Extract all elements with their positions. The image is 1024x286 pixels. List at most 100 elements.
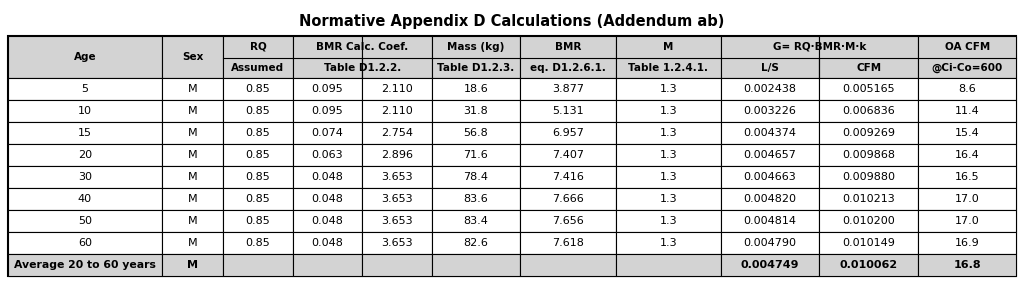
Bar <box>819 232 919 254</box>
Bar <box>432 36 520 78</box>
Bar <box>721 210 819 232</box>
Text: Table D1.2.2.: Table D1.2.2. <box>324 63 400 73</box>
Text: Average 20 to 60 years: Average 20 to 60 years <box>14 260 156 270</box>
Text: 0.010062: 0.010062 <box>840 260 898 270</box>
Text: 0.074: 0.074 <box>311 128 343 138</box>
Bar <box>919 36 1016 78</box>
Text: 0.004749: 0.004749 <box>740 260 800 270</box>
Text: 0.009880: 0.009880 <box>843 172 895 182</box>
Text: 7.618: 7.618 <box>552 238 584 248</box>
Text: RQ: RQ <box>250 42 266 52</box>
Bar <box>223 166 293 188</box>
Text: 1.3: 1.3 <box>659 84 677 94</box>
Text: Table 1.2.4.1.: Table 1.2.4.1. <box>629 63 709 73</box>
Bar <box>162 210 223 232</box>
Bar <box>520 100 616 122</box>
Bar <box>293 188 362 210</box>
Text: L/S: L/S <box>761 63 779 73</box>
Text: M: M <box>187 150 198 160</box>
Bar <box>432 100 520 122</box>
Text: M: M <box>664 42 674 52</box>
Text: 0.048: 0.048 <box>311 172 343 182</box>
Text: 0.85: 0.85 <box>246 172 270 182</box>
Bar <box>520 122 616 144</box>
Text: BMR Calc. Coef.: BMR Calc. Coef. <box>316 42 409 52</box>
Bar <box>8 188 162 210</box>
Bar <box>919 188 1016 210</box>
Text: Mass (kg): Mass (kg) <box>447 42 505 52</box>
Text: 30: 30 <box>78 172 92 182</box>
Text: 0.048: 0.048 <box>311 216 343 226</box>
Bar <box>520 210 616 232</box>
Bar <box>520 188 616 210</box>
Bar <box>616 100 721 122</box>
Text: 5: 5 <box>81 84 88 94</box>
Text: CFM: CFM <box>856 63 882 73</box>
Text: 0.095: 0.095 <box>311 84 343 94</box>
Text: 17.0: 17.0 <box>954 194 980 204</box>
Bar <box>432 210 520 232</box>
Text: 0.85: 0.85 <box>246 84 270 94</box>
Text: 82.6: 82.6 <box>464 238 488 248</box>
Text: 0.002438: 0.002438 <box>743 84 797 94</box>
Text: BMR: BMR <box>555 42 582 52</box>
Bar <box>819 100 919 122</box>
Text: 0.003226: 0.003226 <box>743 106 797 116</box>
Text: M: M <box>187 172 198 182</box>
Bar <box>819 254 919 276</box>
Text: 15: 15 <box>78 128 92 138</box>
Bar <box>616 188 721 210</box>
Bar <box>8 232 162 254</box>
Text: 18.6: 18.6 <box>464 84 488 94</box>
Bar <box>721 232 819 254</box>
Bar <box>293 122 362 144</box>
Text: 16.5: 16.5 <box>955 172 980 182</box>
Text: 83.6: 83.6 <box>464 194 488 204</box>
Bar <box>721 144 819 166</box>
Text: 16.9: 16.9 <box>954 238 980 248</box>
Bar <box>432 254 520 276</box>
Text: 15.4: 15.4 <box>954 128 980 138</box>
Bar <box>293 210 362 232</box>
Bar <box>819 78 919 100</box>
Bar <box>362 166 432 188</box>
Text: 0.010200: 0.010200 <box>843 216 895 226</box>
Text: 0.063: 0.063 <box>311 150 343 160</box>
Bar <box>162 232 223 254</box>
Bar <box>819 210 919 232</box>
Text: 20: 20 <box>78 150 92 160</box>
Text: @Ci-Co=600: @Ci-Co=600 <box>932 63 1002 73</box>
Bar <box>162 36 223 78</box>
Text: 0.005165: 0.005165 <box>843 84 895 94</box>
Bar <box>520 144 616 166</box>
Bar <box>616 210 721 232</box>
Bar <box>223 122 293 144</box>
Text: 5.131: 5.131 <box>552 106 584 116</box>
Text: 7.666: 7.666 <box>552 194 584 204</box>
Bar <box>362 254 432 276</box>
Bar <box>8 78 162 100</box>
Bar <box>432 78 520 100</box>
Bar <box>223 210 293 232</box>
Bar <box>919 232 1016 254</box>
Bar <box>616 254 721 276</box>
Bar <box>919 254 1016 276</box>
Text: 1.3: 1.3 <box>659 238 677 248</box>
Bar <box>520 166 616 188</box>
Text: 11.4: 11.4 <box>954 106 980 116</box>
Bar <box>162 78 223 100</box>
Bar <box>362 122 432 144</box>
Text: M: M <box>187 84 198 94</box>
Text: 0.010213: 0.010213 <box>843 194 895 204</box>
Bar <box>520 254 616 276</box>
Text: 2.110: 2.110 <box>381 106 413 116</box>
Text: 60: 60 <box>78 238 92 248</box>
Bar <box>919 78 1016 100</box>
Text: 3.653: 3.653 <box>381 216 413 226</box>
Text: 0.85: 0.85 <box>246 106 270 116</box>
Bar <box>362 144 432 166</box>
Text: 83.4: 83.4 <box>464 216 488 226</box>
Bar <box>8 122 162 144</box>
Text: 6.957: 6.957 <box>552 128 584 138</box>
Text: 50: 50 <box>78 216 92 226</box>
